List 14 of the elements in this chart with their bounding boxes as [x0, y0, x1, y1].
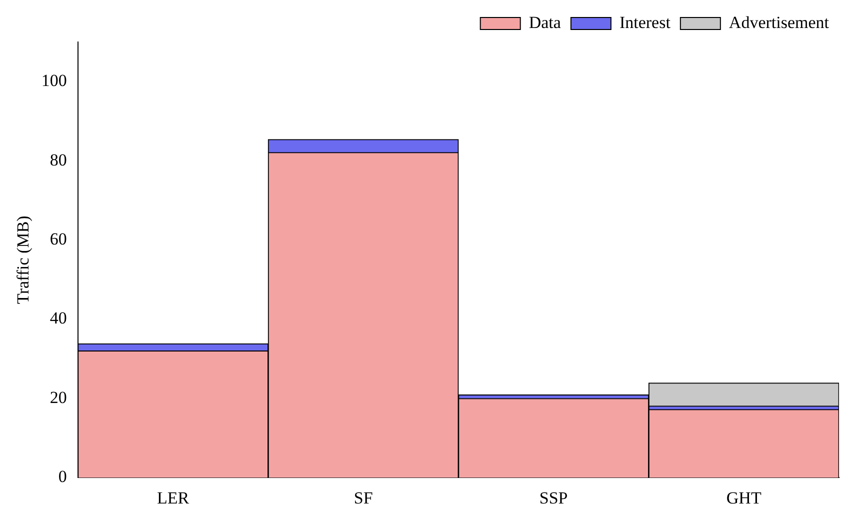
x-tick-label: SF — [354, 488, 373, 508]
legend-label: Interest — [619, 12, 671, 32]
y-axis-title: Traffic (MB) — [14, 216, 33, 304]
legend-label: Advertisement — [728, 12, 830, 32]
x-tick-label: SSP — [539, 488, 568, 508]
y-tick-label: 40 — [50, 308, 67, 328]
x-tick-label: LER — [156, 488, 190, 508]
y-tick-label: 60 — [50, 229, 67, 248]
y-tick-label: 100 — [41, 71, 67, 90]
y-tick-label: 0 — [58, 467, 67, 486]
legend-label: Data — [528, 12, 562, 32]
y-tick-label: 20 — [50, 388, 67, 407]
y-tick-label: 80 — [50, 150, 67, 170]
x-tick-label: GHT — [726, 488, 762, 508]
